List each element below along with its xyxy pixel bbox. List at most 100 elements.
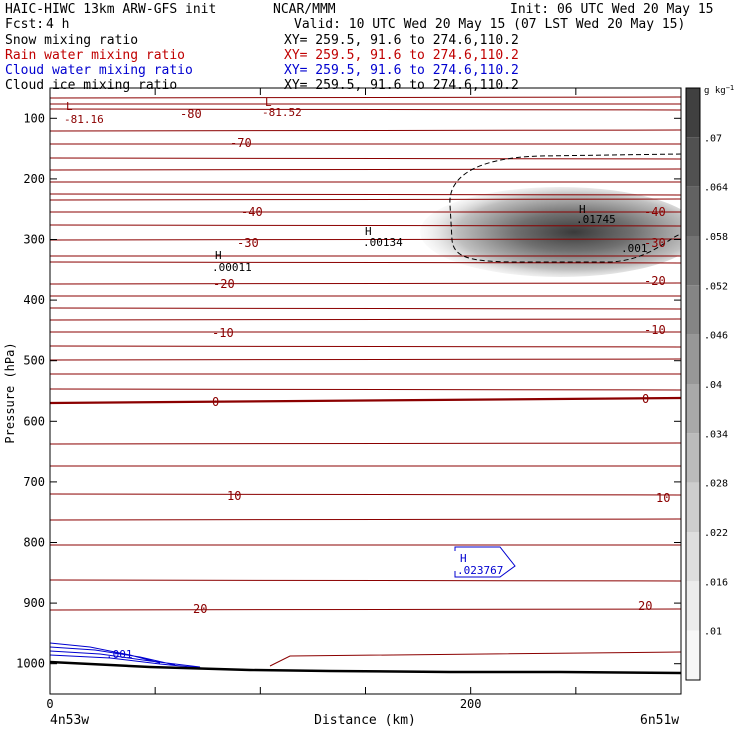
- fcst-label: Fcst:: [5, 17, 45, 32]
- colorbar-unit-exponent: −1: [726, 84, 734, 92]
- temp-contour-line: [50, 129, 681, 132]
- colorbar-swatch: [686, 581, 700, 631]
- field-xy-rain: XY= 259.5, 91.6 to 274.6,110.2: [284, 48, 519, 63]
- colorbar-label: .022: [704, 528, 728, 539]
- extremum-value-high: .00011: [212, 261, 252, 274]
- contour-label: -10: [644, 323, 666, 337]
- temp-contour-line: [50, 193, 681, 196]
- contour-label: -40: [644, 205, 666, 219]
- contour-label: -40: [241, 205, 263, 219]
- colorbar-label: .028: [704, 479, 728, 490]
- contour-label: -80: [180, 107, 202, 121]
- contour-label: -70: [230, 136, 252, 150]
- colorbar-label: .046: [704, 331, 728, 342]
- colorbar-swatch: [686, 433, 700, 483]
- colorbar-label: .052: [704, 281, 728, 292]
- colorbar-swatch: [686, 137, 700, 187]
- temp-contour-line: [50, 518, 681, 521]
- colorbar-swatch: [686, 88, 700, 138]
- x-tick-label: 200: [460, 697, 482, 711]
- y-tick-label: 400: [23, 293, 45, 307]
- contour-value-label: .001: [106, 648, 133, 661]
- contour-label: 20: [638, 599, 652, 613]
- snow-shading: [420, 187, 681, 277]
- zero-degree-contour: [50, 396, 681, 405]
- model-title: HAIC-HIWC 13km ARW-GFS init: [5, 2, 217, 17]
- extrema-labels: L -81.16 L -81.52 H .00011 H .00134 H .0…: [64, 96, 648, 661]
- x-axis-label: Distance (km): [314, 713, 416, 728]
- y-tick-label: 200: [23, 172, 45, 186]
- temp-contour-line: [50, 108, 681, 111]
- contour-label: 10: [227, 489, 241, 503]
- temp-contour-line: [50, 493, 681, 496]
- y-tick-label: 800: [23, 536, 45, 550]
- colorbar-swatch: [686, 186, 700, 236]
- temp-contour-line: [50, 442, 681, 445]
- field-label-snow: Snow mixing ratio: [5, 33, 139, 48]
- contour-label: 0: [642, 392, 649, 406]
- valid-label: Valid: 10 UTC Wed 20 May 15 (07 LST Wed …: [294, 17, 686, 32]
- x-tick-label: 0: [46, 697, 53, 711]
- colorbar-label: .01: [704, 627, 722, 638]
- org-label: NCAR/MMM: [273, 2, 336, 17]
- colorbar-label: .016: [704, 577, 728, 588]
- terrain-surface: [50, 660, 681, 675]
- y-tick-label: 100: [23, 111, 45, 125]
- extremum-value-high: .00134: [363, 236, 403, 249]
- y-tick-label: 500: [23, 354, 45, 368]
- extremum-type-low: L: [66, 100, 73, 113]
- temp-contour-line: [50, 579, 681, 582]
- temp-contour-line: [50, 345, 681, 348]
- colorbar-label: .07: [704, 133, 722, 144]
- colorbar: .07 .064 .058 .052 .046 .04 .034 .028 .022 .016 .0…: [685, 87, 728, 681]
- colorbar-swatch: [686, 532, 700, 582]
- temp-contour-line: [50, 198, 681, 201]
- temp-contour-line: [50, 307, 681, 310]
- contour-label: -10: [212, 326, 234, 340]
- contour-label: -20: [644, 274, 666, 288]
- colorbar-label: .058: [704, 232, 728, 243]
- contour-label: 20: [193, 602, 207, 616]
- cloud-water-contour-mid: [454, 546, 516, 578]
- temp-contour-line: [50, 168, 681, 171]
- colorbar-label: .064: [704, 183, 728, 194]
- colorbar-unit: g kg−1: [704, 84, 734, 96]
- x-endpoint-right: 6n51w: [640, 713, 679, 728]
- extremum-value-high: .023767: [457, 564, 503, 577]
- colorbar-unit-text: g kg: [704, 86, 726, 96]
- contour-label: 10: [656, 491, 670, 505]
- contour-labels: -80 -70 -40 -40 -30 -30 -20 -20 -10 -10 …: [180, 107, 670, 616]
- plot-frame: [49, 87, 682, 695]
- contour-value-label: .001: [621, 242, 648, 255]
- field-xy-cloudice: XY= 259.5, 91.6 to 274.6,110.2: [284, 78, 519, 93]
- extremum-type-high: H: [579, 203, 586, 216]
- temp-contour-line: [50, 358, 681, 361]
- fcst-value: 4 h: [46, 17, 70, 32]
- colorbar-swatch: [686, 236, 700, 286]
- colorbar-swatch: [686, 285, 700, 335]
- extremum-value-low: -81.52: [262, 106, 302, 119]
- extremum-type-high: H: [460, 552, 467, 565]
- contour-label: 0: [212, 395, 219, 409]
- temp-contour-line: [50, 224, 681, 227]
- colorbar-frame: [685, 87, 701, 681]
- temp-contour-line: [50, 282, 681, 285]
- field-label-cloudwater: Cloud water mixing ratio: [5, 63, 193, 78]
- x-axis: 0 200: [46, 88, 682, 711]
- colorbar-label: .04: [704, 380, 722, 391]
- temp-contour-line: [50, 238, 681, 241]
- colorbar-label: .034: [704, 429, 728, 440]
- y-tick-label: 300: [23, 233, 45, 247]
- extremum-type-high: H: [365, 225, 372, 238]
- rain-contour-near-surface: [269, 651, 681, 667]
- temp-contour-line: [50, 608, 681, 611]
- temp-contour-line: [50, 96, 681, 99]
- colorbar-swatch: [686, 482, 700, 532]
- field-xy-cloudwater: XY= 259.5, 91.6 to 274.6,110.2: [284, 63, 519, 78]
- extremum-type-low: L: [265, 96, 272, 109]
- field-label-cloudice: Cloud ice mixing ratio: [5, 78, 178, 93]
- field-label-rain: Rain water mixing ratio: [5, 48, 186, 63]
- contour-label: -20: [213, 277, 235, 291]
